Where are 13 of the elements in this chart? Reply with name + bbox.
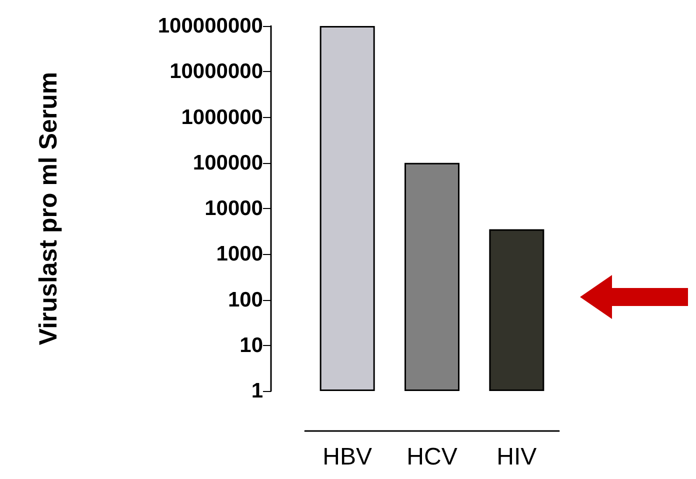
y-tick-label: 1 [251, 380, 264, 402]
y-tick-label: 10 [240, 334, 263, 357]
x-tick-label: HIV [496, 444, 537, 470]
y-tick-label: 100000 [192, 151, 263, 174]
y-tick-label: 10000000 [170, 60, 263, 84]
y-tick-label: 1000 [216, 242, 263, 266]
y-axis-title: Viruslast pro ml Serum [34, 72, 62, 346]
x-tick-label: HCV [406, 444, 458, 470]
x-tick-label: HBV [322, 444, 372, 470]
y-tick-label: 10000 [204, 197, 263, 220]
y-tick-label: 100 [228, 288, 263, 312]
y-tick-label: 100000000 [158, 14, 263, 38]
y-tick-label: 1000000 [181, 106, 263, 129]
